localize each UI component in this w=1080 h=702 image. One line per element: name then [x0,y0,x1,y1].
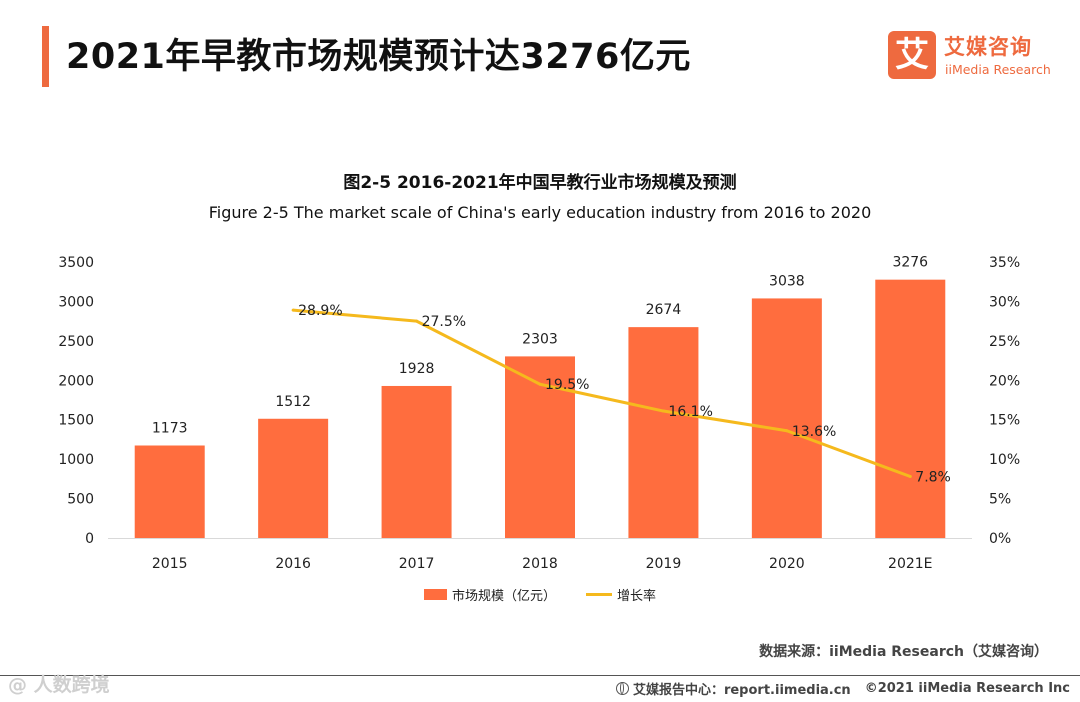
y-right-tick-label: 25% [989,334,1020,350]
footer-report-center: 艾媒报告中心：report.iimedia.cn [632,683,851,698]
logo-mark-icon: 艾 [888,31,936,79]
growth-rate-point [908,474,912,478]
footer-copyright: ©2021 iiMedia Research Inc [864,681,1070,696]
y-left-tick-label: 2000 [58,373,94,389]
growth-rate-label: 16.1% [668,404,712,420]
y-left-tick-label: 1000 [58,452,94,468]
growth-rate-point [291,308,295,312]
growth-rate-point [785,429,789,433]
growth-rate-point [538,382,542,386]
bar-market-scale [381,385,452,538]
x-tick-label: 2015 [152,556,188,572]
chart-legend: 市场规模（亿元） 增长率 [0,585,1080,604]
legend-line-swatch [586,593,612,596]
watermark: @ 人数跨境 [8,674,110,696]
logo-name-cn: 艾媒咨询 [944,35,1032,59]
y-right-tick-label: 15% [989,413,1020,429]
growth-rate-label: 13.6% [792,424,836,440]
y-left-tick-label: 2500 [58,334,94,350]
y-right-tick-label: 0% [989,531,1011,547]
legend-item-market-scale: 市场规模（亿元） [423,585,556,604]
bar-value-label: 2674 [646,302,682,318]
bar-value-label: 1928 [399,361,435,377]
bar-market-scale [875,279,946,538]
y-left-tick-label: 3000 [58,294,94,310]
y-right-tick-label: 10% [989,452,1020,468]
y-right-tick-label: 5% [989,492,1011,508]
bar-value-label: 2303 [522,331,558,347]
y-left-tick-label: 500 [67,492,94,508]
bar-value-label: 1512 [275,394,311,410]
chart-title: 图2-5 2016-2021年中国早教行业市场规模及预测 [343,173,737,193]
y-left-tick-label: 1500 [58,413,94,429]
y-right-tick-label: 30% [989,294,1020,310]
bar-market-scale [751,298,822,538]
x-tick-label: 2020 [769,556,805,572]
bar-value-label: 3038 [769,273,805,289]
y-right-tick-label: 20% [989,373,1020,389]
x-tick-label: 2019 [646,556,682,572]
growth-rate-point [415,319,419,323]
growth-rate-label: 19.5% [545,377,589,393]
title-accent-bar [42,26,49,87]
footer-divider [0,675,1080,676]
growth-rate-label: 27.5% [422,314,466,330]
chart-subtitle: Figure 2-5 The market scale of China's e… [208,203,872,222]
bar-value-label: 1173 [152,421,188,437]
globe-icon [615,682,629,695]
x-tick-label: 2016 [275,556,311,572]
bar-market-scale [628,327,699,538]
growth-rate-line [293,308,911,478]
logo-name-en: iiMedia Research [945,62,1051,77]
growth-rate-point [661,409,665,413]
x-tick-label: 2018 [522,556,558,572]
bar-market-scale [258,418,329,538]
y-left-tick-label: 3500 [58,255,94,271]
growth-rate-label: 28.9% [298,303,342,319]
brand-logo: 艾 艾媒咨询 iiMedia Research [888,31,1064,81]
bar-market-scale [505,356,575,538]
data-source: 数据来源：iiMedia Research（艾媒咨询） [759,644,1048,660]
y-left-tick-label: 0 [85,531,94,547]
growth-rate-label: 7.8% [915,469,951,485]
legend-bar-swatch [423,589,447,600]
page-title: 2021年早教市场规模预计达3276亿元 [66,37,691,77]
legend-label-market-scale: 市场规模（亿元） [451,589,556,604]
legend-label-growth-rate: 增长率 [617,589,657,604]
x-tick-label: 2017 [399,556,435,572]
x-tick-label: 2021E [888,556,932,572]
legend-item-growth-rate: 增长率 [586,585,656,604]
bar-market-scale [134,445,205,538]
y-right-tick-label: 35% [989,255,1020,271]
footer: 艾媒报告中心：report.iimedia.cn ©2021 iiMedia R… [615,679,1070,698]
bar-value-label: 3276 [892,255,928,271]
